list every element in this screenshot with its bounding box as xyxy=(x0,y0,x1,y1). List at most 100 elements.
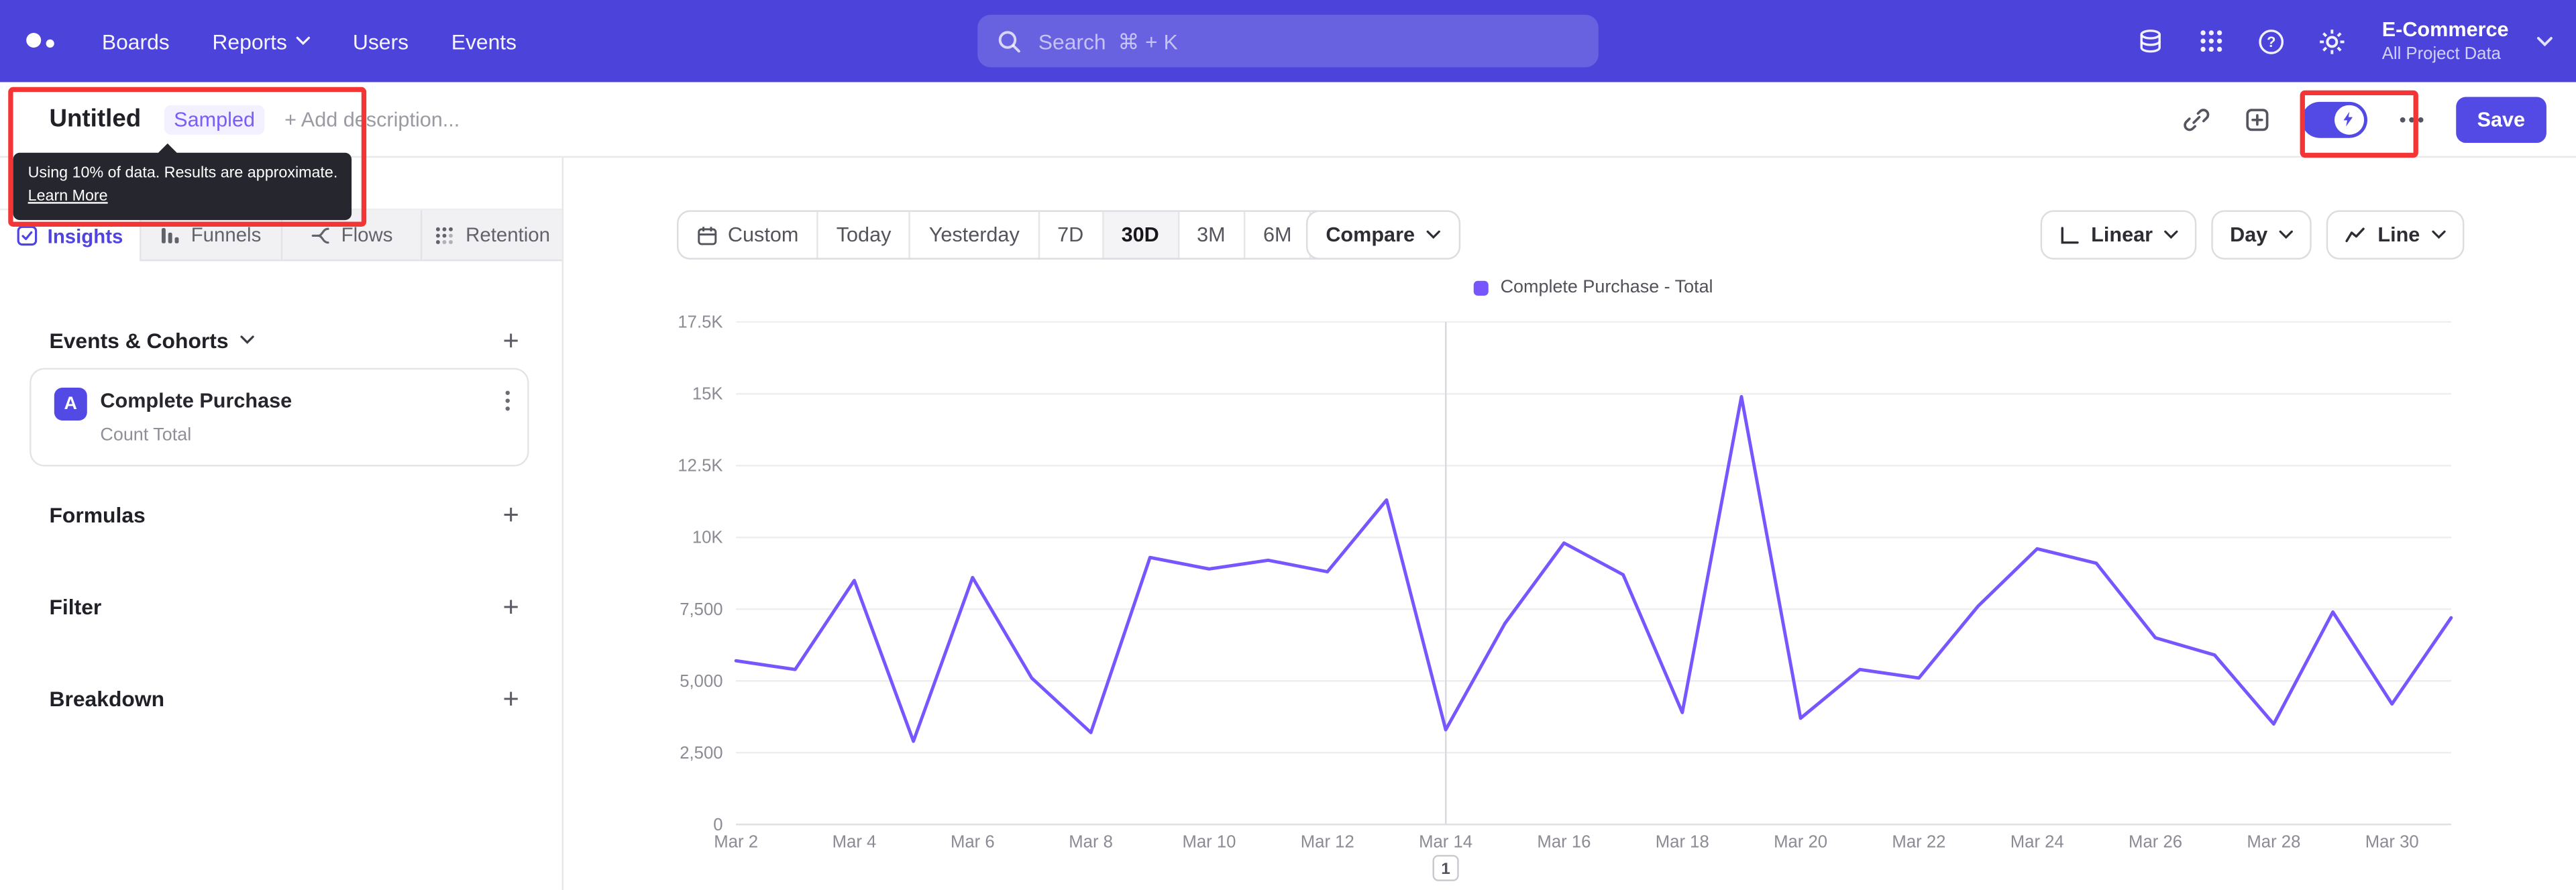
logo-dot-large xyxy=(26,32,42,48)
search-input[interactable] xyxy=(1034,27,1579,56)
event-series-badge: A xyxy=(54,387,87,421)
x-axis-label: Mar 6 xyxy=(951,833,995,852)
chevron-down-icon xyxy=(1427,230,1441,239)
filter-label: Filter xyxy=(49,594,102,619)
y-axis-label: 7,500 xyxy=(680,600,722,619)
interval-selector[interactable]: Day xyxy=(2212,210,2312,260)
x-axis-label: Mar 2 xyxy=(714,833,758,852)
share-link-icon[interactable] xyxy=(2180,103,2212,135)
add-breakdown-button[interactable]: + xyxy=(502,682,519,714)
add-event-button[interactable]: + xyxy=(502,324,519,356)
chevron-down-icon xyxy=(2165,230,2179,239)
range-today[interactable]: Today xyxy=(818,211,911,258)
legend-label: Complete Purchase - Total xyxy=(1500,277,1713,298)
flows-icon xyxy=(311,227,329,243)
lightning-bolt-icon xyxy=(2344,111,2353,127)
primary-nav: Boards Reports Users Events xyxy=(102,29,517,54)
chart-display-controls: Linear Day Line xyxy=(2040,210,2465,260)
chart-panel: Custom Today Yesterday 7D 30D 3M 6M 12M … xyxy=(564,156,2576,890)
add-to-board-icon[interactable] xyxy=(2241,103,2273,135)
tab-retention[interactable]: Retention xyxy=(423,210,562,262)
insights-line-chart[interactable]: 0 2,500 5,000 7,500 10K 12.5K 15K 17.5K Mar 2 Mar… xyxy=(564,156,2576,890)
add-formula-button[interactable]: + xyxy=(502,498,519,530)
range-3m-label: 3M xyxy=(1197,223,1226,247)
range-3m[interactable]: 3M xyxy=(1179,211,1246,258)
add-description[interactable]: + Add description... xyxy=(284,107,460,131)
topbar-right: ? E-Commerce All Project Data xyxy=(2132,0,2553,82)
report-title[interactable]: Untitled xyxy=(49,105,142,133)
report-header-actions: Save xyxy=(2180,82,2546,156)
tab-retention-label: Retention xyxy=(466,223,550,247)
scale-label: Linear xyxy=(2091,223,2153,247)
range-7d[interactable]: 7D xyxy=(1039,211,1104,258)
range-today-label: Today xyxy=(836,223,892,247)
y-axis-label: 12.5K xyxy=(678,457,722,476)
save-button[interactable]: Save xyxy=(2455,96,2546,142)
add-filter-button[interactable]: + xyxy=(502,590,519,622)
x-axis-label: Mar 18 xyxy=(1656,833,1709,852)
range-custom[interactable]: Custom xyxy=(678,211,818,258)
logo-dot-small xyxy=(46,39,54,48)
chart-type-label: Line xyxy=(2377,223,2420,247)
series-line[interactable] xyxy=(734,394,2453,743)
compare-label: Compare xyxy=(1326,223,1415,247)
annotation-badge-label: 1 xyxy=(1441,860,1450,878)
x-axis-label: Mar 4 xyxy=(833,833,877,852)
y-axis-label: 10K xyxy=(692,529,723,547)
gear-icon[interactable] xyxy=(2314,23,2351,59)
scale-selector[interactable]: Linear xyxy=(2040,210,2198,260)
mixpanel-logo[interactable] xyxy=(26,28,66,54)
events-cohorts-title[interactable]: Events & Cohorts xyxy=(49,328,254,352)
range-7d-label: 7D xyxy=(1057,223,1084,247)
chart-type-selector[interactable]: Line xyxy=(2326,210,2465,260)
sampling-toggle[interactable] xyxy=(2301,101,2367,137)
x-axis-label: Mar 12 xyxy=(1301,833,1354,852)
range-yesterday[interactable]: Yesterday xyxy=(911,211,1040,258)
nav-users-label: Users xyxy=(352,28,409,54)
search-bar[interactable] xyxy=(977,15,1599,68)
events-cohorts-header: Events & Cohorts + xyxy=(49,323,519,356)
sampled-badge[interactable]: Sampled xyxy=(164,104,265,134)
nav-boards-label: Boards xyxy=(101,28,170,54)
y-axis-label: 5,000 xyxy=(680,672,722,691)
annotation-badge[interactable] xyxy=(1432,854,1459,881)
learn-more-link[interactable]: Learn More xyxy=(28,187,108,206)
help-icon[interactable]: ? xyxy=(2254,23,2290,59)
event-aggregation[interactable]: Count Total xyxy=(100,425,192,445)
compare-button[interactable]: Compare xyxy=(1305,210,1461,260)
x-axis-label: Mar 10 xyxy=(1182,833,1236,852)
project-switcher[interactable]: E-Commerce All Project Data xyxy=(2382,19,2509,64)
tooltip-text: Using 10% of data. Results are approxima… xyxy=(28,164,338,182)
x-axis-label: Mar 20 xyxy=(1774,833,1827,852)
project-chevron-down-icon[interactable] xyxy=(2536,36,2553,47)
more-options-icon[interactable] xyxy=(2395,103,2428,135)
svg-text:?: ? xyxy=(2267,33,2276,50)
line-chart-icon xyxy=(2346,227,2365,241)
chevron-down-icon xyxy=(2432,230,2446,239)
nav-users[interactable]: Users xyxy=(353,29,409,54)
save-label: Save xyxy=(2477,107,2526,131)
formulas-label: Formulas xyxy=(49,502,146,526)
nav-events[interactable]: Events xyxy=(451,29,517,54)
chart-legend-item[interactable]: Complete Purchase - Total xyxy=(736,278,2451,297)
y-axis-label: 15K xyxy=(692,385,723,404)
chevron-down-icon xyxy=(240,335,254,344)
search-icon xyxy=(998,30,1020,52)
event-card[interactable]: A Complete Purchase Count Total xyxy=(30,368,529,467)
nav-events-label: Events xyxy=(451,28,517,54)
chevron-down-icon xyxy=(2279,230,2294,239)
project-name: E-Commerce xyxy=(2381,18,2509,42)
range-30d[interactable]: 30D xyxy=(1103,211,1179,258)
event-kebab-menu-icon[interactable] xyxy=(504,389,511,412)
y-axis-label: 2,500 xyxy=(680,744,722,763)
interval-label: Day xyxy=(2230,223,2268,247)
x-axis-label: Mar 26 xyxy=(2129,833,2182,852)
apps-grid-icon[interactable] xyxy=(2193,23,2229,59)
data-management-icon[interactable] xyxy=(2132,23,2168,59)
x-axis-label: Mar 8 xyxy=(1069,833,1113,852)
nav-reports[interactable]: Reports xyxy=(212,29,310,54)
tab-flows-label: Flows xyxy=(341,223,393,247)
retention-icon xyxy=(437,226,454,243)
nav-boards[interactable]: Boards xyxy=(102,29,170,54)
